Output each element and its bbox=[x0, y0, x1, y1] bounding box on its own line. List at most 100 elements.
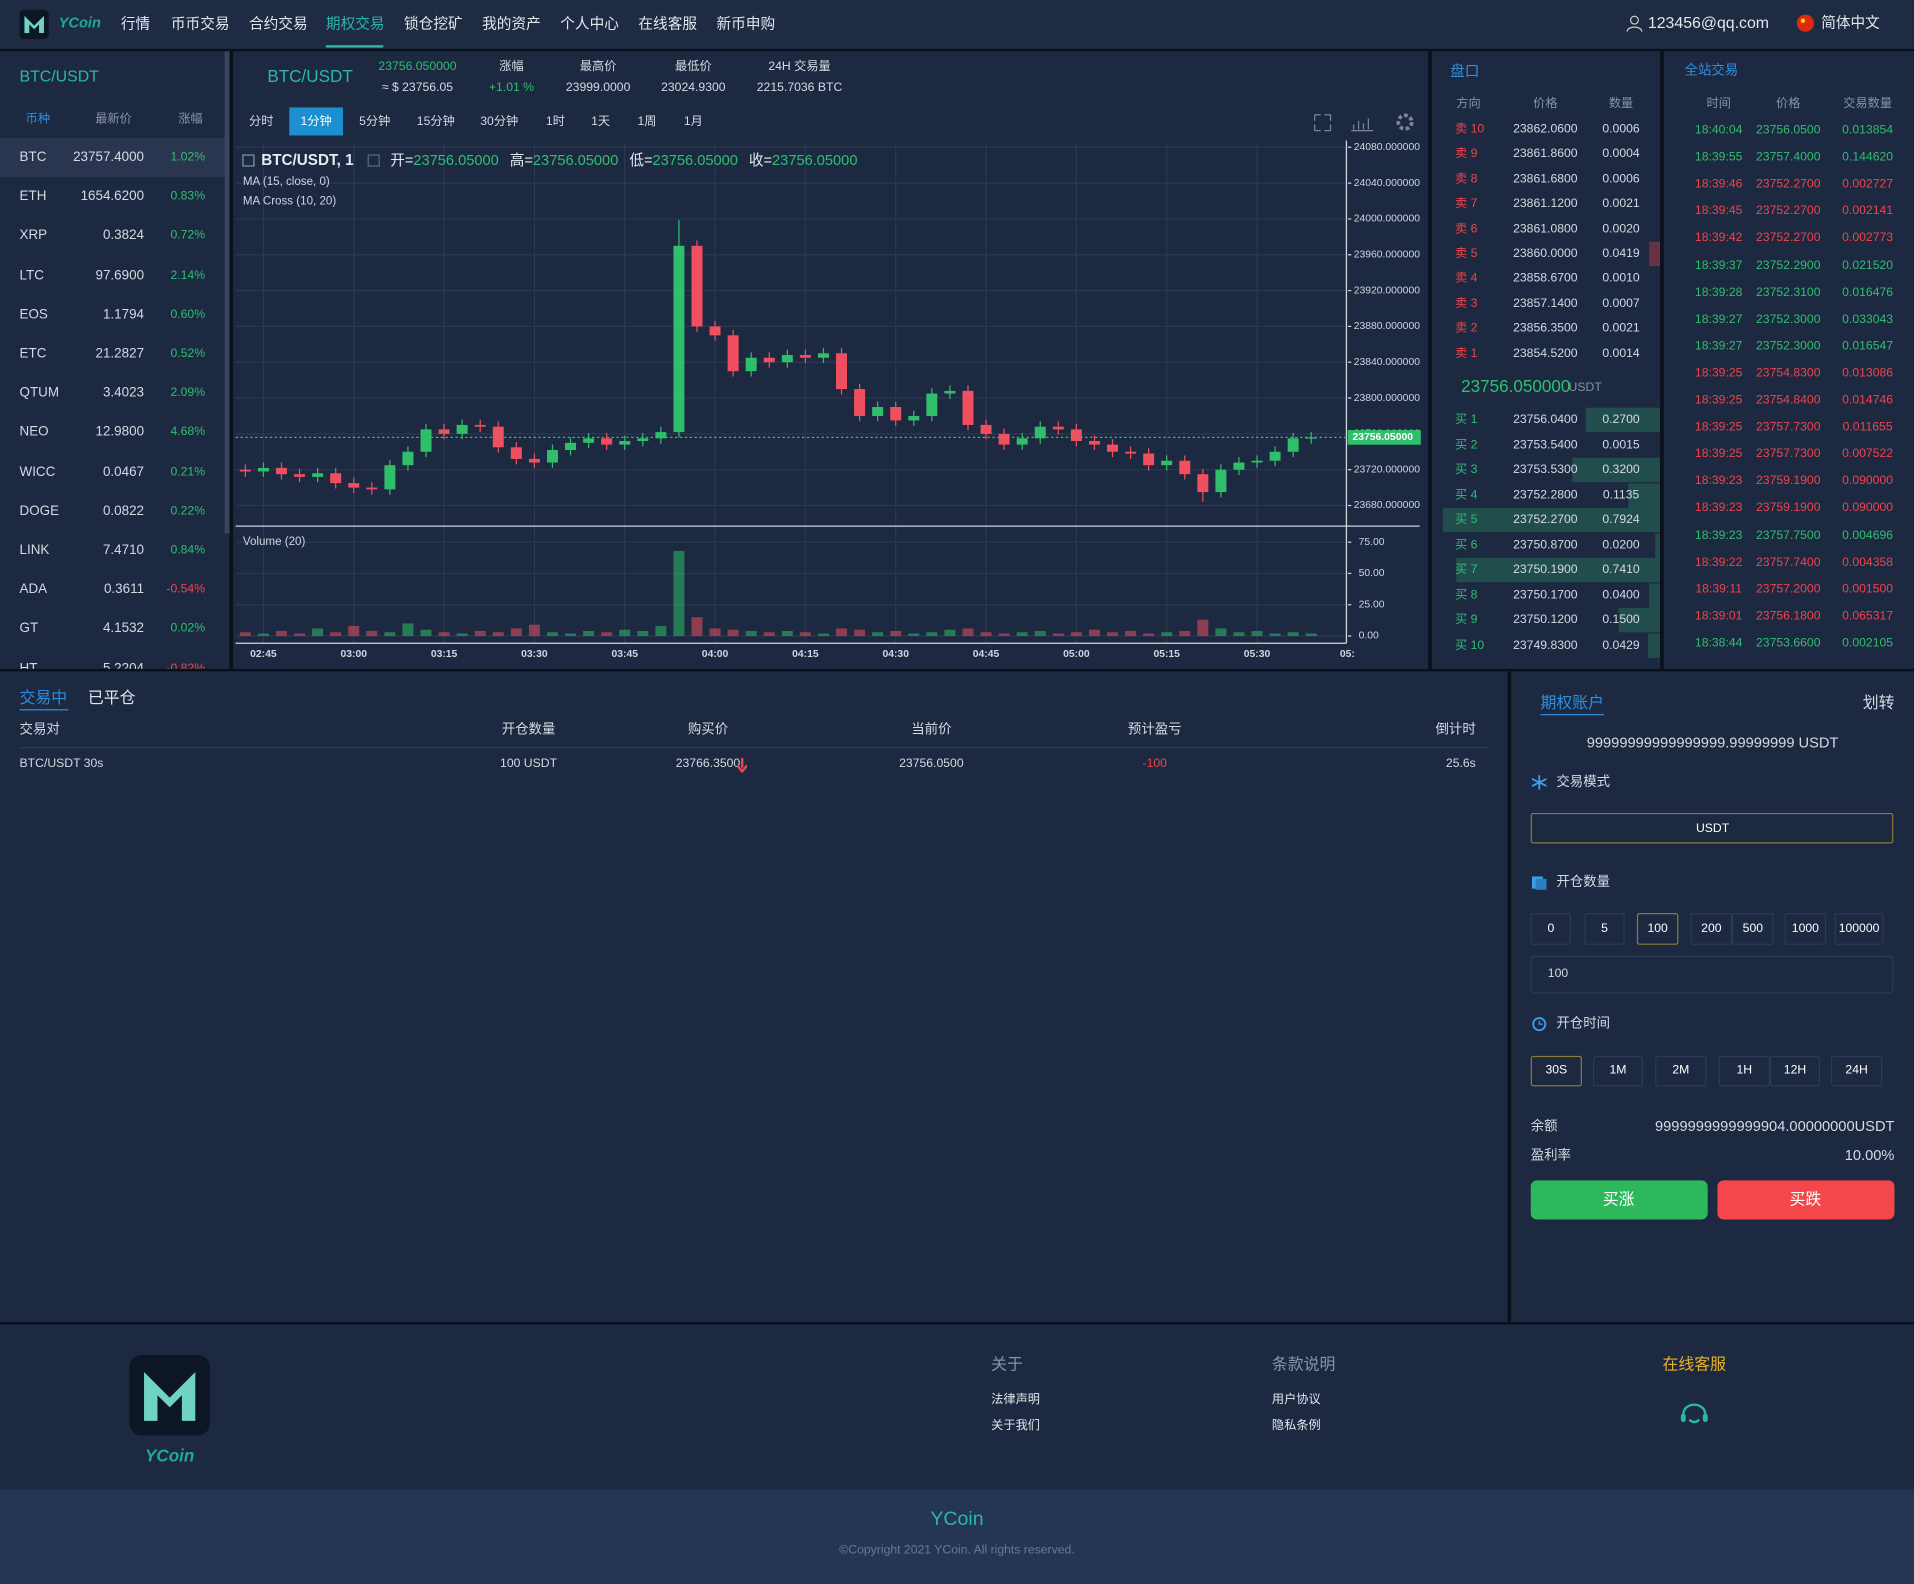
amount-button[interactable] bbox=[1690, 913, 1733, 945]
coin-price[interactable]: 3.4023 bbox=[102, 385, 145, 401]
period-button[interactable]: 1周 bbox=[637, 115, 657, 129]
coin-name[interactable]: GT bbox=[19, 621, 39, 637]
coin-price[interactable]: 5.2204 bbox=[102, 661, 145, 669]
coin-price[interactable]: 21.2827 bbox=[95, 346, 145, 362]
order-tab[interactable]: 已平仓 bbox=[87, 688, 136, 707]
time-option[interactable]: 30S bbox=[1545, 1063, 1568, 1078]
period-button[interactable]: 1天 bbox=[591, 115, 611, 129]
footer-link[interactable]: 法律声明 bbox=[991, 1393, 1041, 1407]
coin-change[interactable]: 0.22% bbox=[170, 504, 206, 518]
coin-change[interactable]: 0.72% bbox=[170, 229, 206, 243]
buy-down-label[interactable]: 买跌 bbox=[1789, 1189, 1822, 1209]
time-option[interactable]: 24H bbox=[1845, 1063, 1868, 1078]
coin-name[interactable]: HT bbox=[19, 661, 38, 669]
footer-service[interactable]: 在线客服 bbox=[1662, 1354, 1727, 1374]
coin-change[interactable]: -0.82% bbox=[166, 661, 206, 669]
coin-price[interactable]: 7.4710 bbox=[102, 543, 145, 558]
order-tab[interactable]: 交易中 bbox=[19, 688, 68, 707]
amount-option[interactable]: 100000 bbox=[1838, 922, 1880, 936]
amount-button[interactable] bbox=[1530, 913, 1571, 945]
coin-change[interactable]: 0.02% bbox=[170, 622, 206, 636]
nav-link[interactable]: 新币申购 bbox=[716, 15, 776, 33]
coin-name[interactable]: ETC bbox=[19, 346, 47, 362]
period-button[interactable]: 30分钟 bbox=[480, 115, 519, 129]
time-button[interactable] bbox=[1769, 1055, 1821, 1087]
coin-change[interactable]: 0.21% bbox=[170, 465, 206, 479]
amount-button[interactable] bbox=[1784, 913, 1827, 945]
market-header[interactable]: 币种 bbox=[25, 112, 51, 127]
coin-price[interactable]: 1.1794 bbox=[102, 307, 145, 322]
coin-change[interactable]: 0.60% bbox=[170, 307, 206, 322]
buy-down-button[interactable] bbox=[1717, 1180, 1895, 1220]
coin-price[interactable]: 0.3611 bbox=[103, 582, 145, 598]
time-option[interactable]: 12H bbox=[1783, 1063, 1807, 1078]
nav-link[interactable]: 币币交易 bbox=[170, 15, 230, 33]
buy-up-button[interactable] bbox=[1530, 1180, 1708, 1220]
coin-price[interactable]: 4.1532 bbox=[102, 621, 145, 637]
coin-change[interactable]: 0.52% bbox=[170, 347, 206, 361]
coin-price[interactable]: 97.6900 bbox=[95, 267, 145, 283]
nav-link[interactable]: 行情 bbox=[120, 15, 151, 33]
user-email[interactable]: 123456@qq.com bbox=[1647, 13, 1770, 32]
coin-name[interactable]: XRP bbox=[19, 228, 48, 244]
amount-button[interactable] bbox=[1636, 913, 1679, 945]
amount-option[interactable]: 5 bbox=[1601, 922, 1608, 936]
coin-name[interactable]: EOS bbox=[19, 307, 48, 322]
coin-change[interactable]: 1.02% bbox=[170, 150, 206, 165]
amount-input[interactable] bbox=[1530, 955, 1894, 994]
amount-button[interactable] bbox=[1732, 913, 1774, 945]
time-button[interactable] bbox=[1655, 1055, 1707, 1087]
amount-option[interactable]: 200 bbox=[1701, 922, 1722, 936]
coin-name[interactable]: WICC bbox=[19, 464, 56, 480]
nav-link[interactable]: 锁仓挖矿 bbox=[404, 15, 463, 33]
coin-change[interactable]: 0.84% bbox=[170, 543, 206, 558]
amount-option[interactable]: 500 bbox=[1742, 922, 1764, 936]
coin-name[interactable]: BTC bbox=[19, 150, 47, 165]
coin-name[interactable]: ADA bbox=[19, 582, 48, 598]
coin-price[interactable]: 0.3824 bbox=[102, 228, 145, 244]
coin-name[interactable]: ETH bbox=[19, 189, 47, 205]
amount-button[interactable] bbox=[1584, 913, 1625, 945]
period-button[interactable]: 5分钟 bbox=[359, 115, 391, 129]
coin-change[interactable]: -0.54% bbox=[166, 583, 206, 597]
footer-link[interactable]: 隐私条例 bbox=[1271, 1419, 1321, 1433]
period-button[interactable]: 1时 bbox=[545, 115, 565, 129]
nav-link[interactable]: 我的资产 bbox=[482, 15, 541, 33]
coin-change[interactable]: 2.14% bbox=[170, 268, 206, 283]
language[interactable]: 简体中文 bbox=[1821, 13, 1880, 32]
time-option[interactable]: 1H bbox=[1736, 1063, 1753, 1078]
coin-price[interactable]: 0.0822 bbox=[102, 503, 145, 519]
period-button[interactable]: 1月 bbox=[683, 115, 703, 129]
amount-option[interactable]: 100 bbox=[1647, 922, 1668, 936]
mode-select[interactable] bbox=[1530, 812, 1894, 844]
coin-change[interactable]: 4.68% bbox=[170, 425, 206, 440]
amount-button[interactable] bbox=[1834, 913, 1884, 945]
buy-up-label[interactable]: 买涨 bbox=[1602, 1189, 1635, 1209]
coin-price[interactable]: 0.0467 bbox=[102, 464, 145, 480]
nav-link[interactable]: 在线客服 bbox=[638, 15, 698, 33]
transfer-link[interactable]: 划转 bbox=[1862, 693, 1895, 712]
footer-link[interactable]: 用户协议 bbox=[1271, 1393, 1321, 1407]
period-button[interactable]: 1分钟 bbox=[300, 115, 332, 129]
time-button[interactable] bbox=[1718, 1055, 1770, 1087]
time-option[interactable]: 2M bbox=[1672, 1063, 1690, 1078]
time-option[interactable]: 1M bbox=[1609, 1063, 1627, 1078]
coin-price[interactable]: 1654.6200 bbox=[80, 189, 145, 205]
coin-name[interactable]: QTUM bbox=[19, 385, 60, 401]
time-button[interactable] bbox=[1530, 1055, 1582, 1087]
coin-change[interactable]: 0.83% bbox=[170, 190, 206, 204]
period-button[interactable]: 分时 bbox=[249, 115, 274, 129]
coin-change[interactable]: 2.09% bbox=[170, 386, 206, 400]
time-button[interactable] bbox=[1830, 1055, 1883, 1087]
footer-link[interactable]: 关于我们 bbox=[991, 1419, 1041, 1433]
coin-name[interactable]: NEO bbox=[19, 425, 49, 440]
nav-link[interactable]: 期权交易 bbox=[325, 15, 385, 33]
coin-price[interactable]: 12.9800 bbox=[95, 425, 145, 440]
nav-link[interactable]: 个人中心 bbox=[560, 15, 619, 33]
time-button[interactable] bbox=[1592, 1055, 1644, 1087]
coin-price[interactable]: 23757.4000 bbox=[73, 150, 145, 165]
period-button[interactable]: 15分钟 bbox=[416, 115, 455, 129]
coin-name[interactable]: LTC bbox=[19, 267, 44, 283]
nav-link[interactable]: 合约交易 bbox=[249, 15, 308, 33]
amount-option[interactable]: 0 bbox=[1547, 922, 1555, 936]
